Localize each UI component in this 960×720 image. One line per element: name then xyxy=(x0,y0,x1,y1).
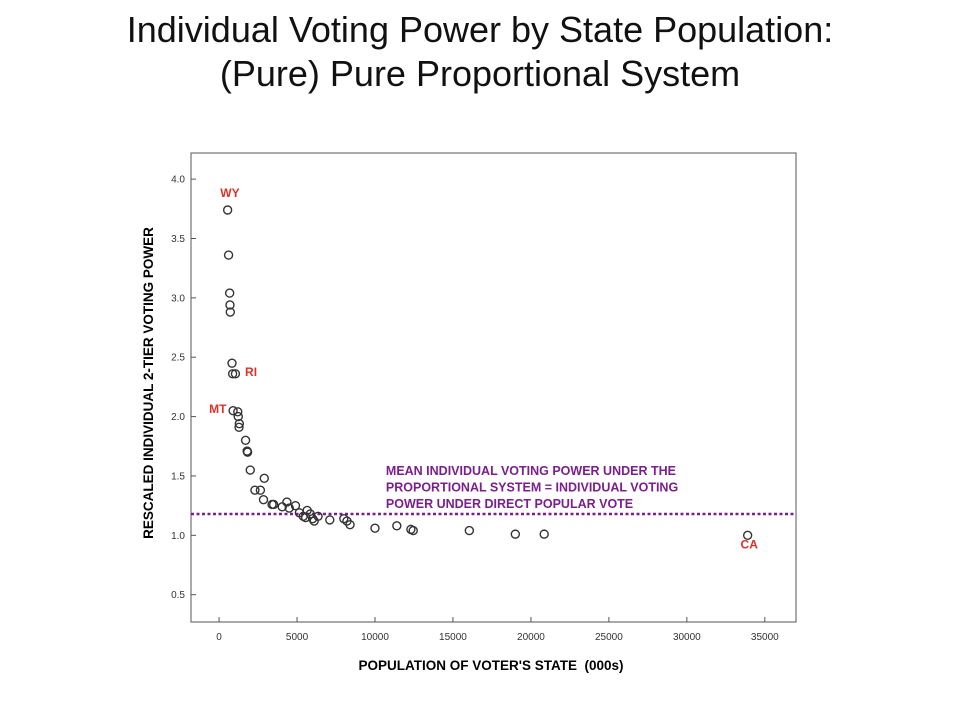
x-tick-label: 10000 xyxy=(361,632,389,643)
x-tick-label: 5000 xyxy=(286,632,309,643)
x-axis-label: POPULATION OF VOTER'S STATE (000s) xyxy=(359,658,624,673)
x-tick-label: 30000 xyxy=(673,632,701,643)
data-point xyxy=(284,503,294,513)
data-point xyxy=(227,358,237,368)
plot-frame xyxy=(190,152,797,623)
data-point xyxy=(225,307,235,317)
y-tick-label: 4.0 xyxy=(171,175,185,186)
y-tick-label: 1.0 xyxy=(171,531,185,542)
data-point xyxy=(242,447,253,457)
data-point xyxy=(222,205,233,215)
y-tick-label: 2.0 xyxy=(171,412,185,423)
data-point xyxy=(277,502,287,512)
data-point xyxy=(313,511,323,522)
y-tick-label: 3.0 xyxy=(171,293,185,304)
state-label-ca: CA xyxy=(741,537,759,551)
x-tick-label: 0 xyxy=(216,632,222,643)
state-label-wy: WY xyxy=(220,186,239,200)
y-tick-label: 2.5 xyxy=(171,353,185,364)
y-axis: 0.5 1.0 1.5 2.0 2.5 3.0 3.5 4.0 xyxy=(171,175,196,601)
data-point xyxy=(464,525,475,536)
data-point xyxy=(234,419,245,429)
y-axis-label: RESCALED INDIVIDUAL 2-TIER VOTING POWER xyxy=(141,227,156,539)
slide-title-line-2: (Pure) Pure Proportional System xyxy=(219,53,741,94)
annotation-line: PROPORTIONAL SYSTEM = INDIVIDUAL VOTING xyxy=(386,480,678,494)
annotation-line: MEAN INDIVIDUAL VOTING POWER UNDER THE xyxy=(386,464,676,478)
data-point xyxy=(258,495,269,505)
x-tick-label: 20000 xyxy=(517,632,545,643)
data-point xyxy=(228,405,238,416)
data-point xyxy=(370,523,380,533)
data-point xyxy=(742,530,753,541)
data-point xyxy=(307,514,318,524)
data-point xyxy=(250,485,260,495)
y-tick-label: 1.5 xyxy=(171,471,185,482)
y-tick-label: 0.5 xyxy=(171,590,185,601)
data-point xyxy=(240,435,251,446)
data-point xyxy=(230,369,241,379)
data-point xyxy=(408,525,418,536)
x-tick-label: 15000 xyxy=(439,632,467,643)
mean-annotation: MEAN INDIVIDUAL VOTING POWER UNDER THE PR… xyxy=(386,464,678,511)
slide-title-line-1: Individual Voting Power by State Populat… xyxy=(126,9,834,50)
data-point xyxy=(227,369,238,379)
data-point xyxy=(510,529,521,539)
data-point xyxy=(224,288,235,298)
slide-title: Individual Voting Power by State Populat… xyxy=(0,8,960,96)
data-point xyxy=(245,465,255,475)
data-point xyxy=(234,422,244,432)
x-tick-label: 35000 xyxy=(751,632,779,643)
state-label-ri: RI xyxy=(245,365,257,379)
x-axis: 0 5000 10000 15000 20000 25000 30000 35000 xyxy=(216,617,779,643)
data-point xyxy=(345,519,355,530)
data-point xyxy=(290,500,301,511)
data-point xyxy=(325,515,335,525)
data-point xyxy=(223,250,234,260)
data-point xyxy=(539,529,549,539)
x-tick-label: 25000 xyxy=(595,632,623,643)
data-point xyxy=(233,411,243,422)
data-point xyxy=(282,497,292,507)
data-point xyxy=(392,521,402,531)
state-label-mt: MT xyxy=(209,402,227,416)
data-point xyxy=(255,485,266,495)
y-tick-label: 3.5 xyxy=(171,234,185,245)
annotation-line: POWER UNDER DIRECT POPULAR VOTE xyxy=(386,497,633,511)
data-points xyxy=(222,205,753,541)
data-point xyxy=(225,300,235,310)
data-point xyxy=(259,473,269,484)
data-point xyxy=(233,407,243,417)
data-point xyxy=(268,499,279,510)
state-labels: WY RI MT CA xyxy=(209,186,758,551)
